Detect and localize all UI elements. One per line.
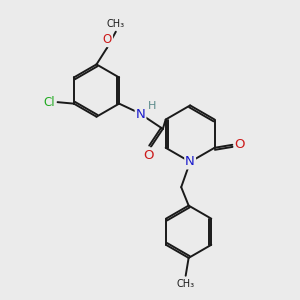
Text: O: O bbox=[103, 33, 112, 46]
Text: N: N bbox=[185, 155, 195, 168]
Text: N: N bbox=[136, 107, 146, 121]
Text: O: O bbox=[235, 138, 245, 151]
Text: CH₃: CH₃ bbox=[177, 279, 195, 289]
Text: H: H bbox=[148, 101, 156, 111]
Text: O: O bbox=[143, 148, 154, 162]
Text: Cl: Cl bbox=[44, 96, 55, 109]
Text: CH₃: CH₃ bbox=[107, 19, 125, 29]
